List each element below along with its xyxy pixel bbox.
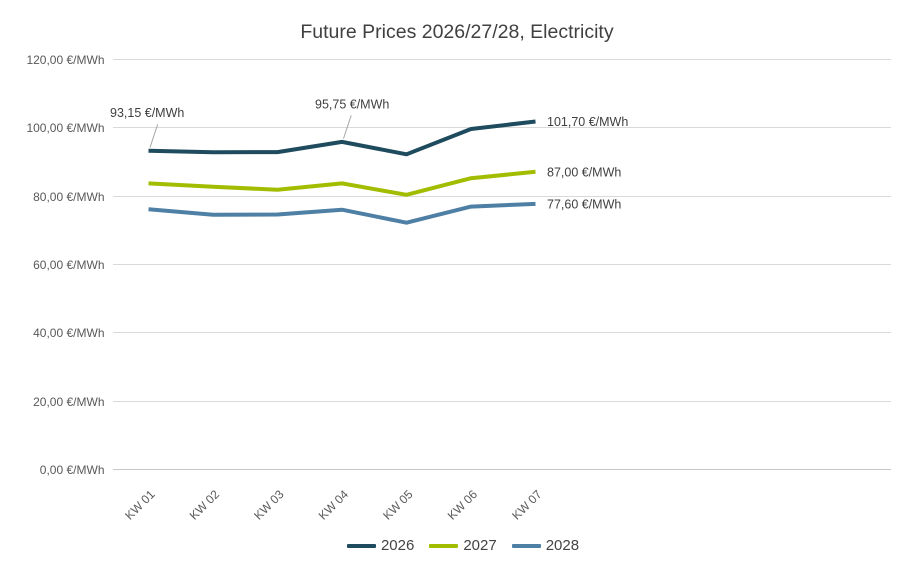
x-axis-label: KW 05 — [380, 487, 416, 523]
x-axis-label: KW 03 — [251, 487, 287, 523]
y-axis-label: 60,00 €/MWh — [33, 258, 104, 272]
legend-swatch-2028 — [511, 543, 541, 548]
data-label-leader-line — [149, 124, 159, 148]
legend-label-2027: 2027 — [463, 537, 497, 554]
data-label: 93,15 €/MWh — [110, 106, 184, 120]
data-label-leader-line — [343, 115, 352, 139]
chart-legend: 2026 2027 2028 — [10, 537, 906, 554]
x-axis-label: KW 04 — [316, 487, 352, 523]
series-line-2028 — [148, 201, 536, 225]
y-axis-label: 80,00 €/MWh — [33, 190, 104, 204]
data-label: 87,00 €/MWh — [547, 165, 621, 179]
y-axis-label: 100,00 €/MWh — [26, 121, 104, 135]
legend-item-2026: 2026 — [346, 537, 415, 554]
series-line-2026 — [148, 119, 536, 157]
data-label: 101,70 €/MWh — [547, 115, 628, 129]
chart-title: Future Prices 2026/27/28, Electricity — [300, 21, 614, 43]
legend-label-2028: 2028 — [545, 537, 580, 554]
legend-swatch-2026 — [346, 543, 376, 548]
x-axis-label: KW 02 — [187, 487, 223, 523]
x-axis-label: KW 07 — [509, 487, 545, 523]
x-axis-label: KW 06 — [445, 487, 481, 523]
y-axis-label: 0,00 €/MWh — [40, 463, 105, 477]
y-axis-label: 40,00 €/MWh — [33, 326, 104, 340]
legend-label-2026: 2026 — [380, 537, 415, 554]
series-line-2027 — [148, 169, 536, 197]
data-label: 95,75 €/MWh — [315, 98, 389, 112]
legend-item-2027: 2027 — [429, 537, 497, 554]
x-axis-label: KW 01 — [122, 487, 158, 523]
y-axis-label: 20,00 €/MWh — [33, 395, 104, 409]
legend-swatch-2027 — [429, 543, 459, 548]
data-label: 77,60 €/MWh — [547, 197, 621, 211]
y-axis-label: 120,00 €/MWh — [26, 53, 104, 67]
legend-item-2028: 2028 — [511, 537, 580, 554]
